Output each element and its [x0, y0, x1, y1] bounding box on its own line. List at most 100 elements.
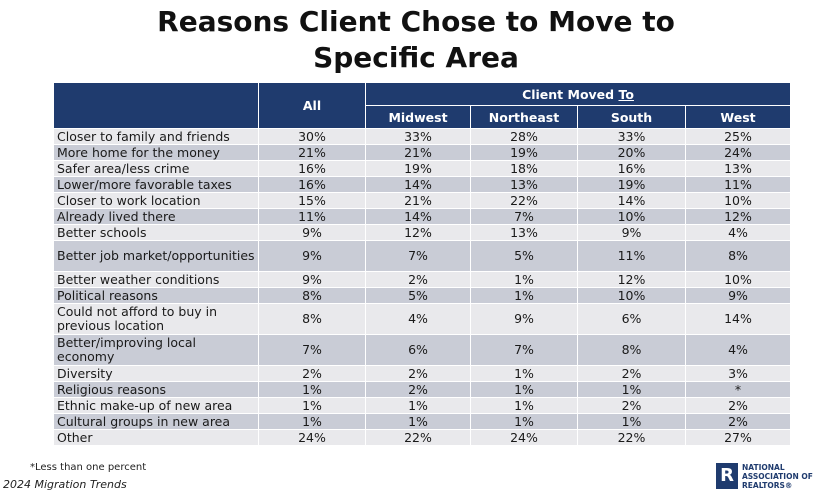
table-cell: 1%	[365, 413, 471, 430]
table-cell: 22%	[365, 429, 471, 446]
table-cell: 16%	[258, 176, 366, 193]
header-region-midwest: Midwest	[365, 105, 471, 129]
table-cell: 8%	[684, 240, 792, 272]
header-group: Client Moved To	[364, 82, 792, 106]
table-cell: 21%	[365, 144, 471, 161]
row-label: Political reasons	[53, 287, 259, 304]
table-cell: 14%	[577, 192, 686, 209]
table-cell: 21%	[258, 144, 366, 161]
header-all: All	[258, 82, 366, 129]
row-label: Better weather conditions	[53, 271, 259, 288]
table-cell: 2%	[684, 397, 792, 414]
table-cell: 14%	[365, 176, 471, 193]
table-cell: 12%	[684, 208, 792, 225]
table-cell: 1%	[258, 413, 366, 430]
table-cell: 2%	[365, 271, 471, 288]
table-cell: 16%	[258, 160, 366, 177]
table-cell: 6%	[365, 334, 471, 366]
table-row: Religious reasons 1% 2% 1% 1% *	[53, 381, 792, 398]
table-cell: 9%	[684, 287, 792, 304]
header-blank	[53, 82, 259, 129]
logo-line-2: ASSOCIATION OF	[742, 472, 813, 481]
row-label: Closer to work location	[53, 192, 259, 209]
table-cell: 7%	[470, 334, 578, 366]
table-cell: 4%	[684, 224, 792, 241]
table-row: Better schools 9% 12% 13% 9% 4%	[53, 224, 792, 241]
row-label: Ethnic make-up of new area	[53, 397, 259, 414]
table-cell: 14%	[684, 303, 792, 335]
table-cell: 10%	[684, 192, 792, 209]
table-cell: 6%	[577, 303, 686, 335]
table-row: Better/improving local economy 7% 6% 7% 8% 4%	[53, 334, 792, 366]
row-label: Diversity	[53, 365, 259, 382]
table-cell: 10%	[577, 287, 686, 304]
table-cell: 7%	[470, 208, 578, 225]
table-cell: 2%	[577, 365, 686, 382]
row-label: More home for the money	[53, 144, 259, 161]
table-cell: 11%	[258, 208, 366, 225]
table-cell: 24%	[470, 429, 578, 446]
table-cell: 19%	[365, 160, 471, 177]
row-label: Already lived there	[53, 208, 259, 225]
table-cell: 13%	[470, 176, 578, 193]
table-cell: 3%	[684, 365, 792, 382]
table-row: Safer area/less crime 16% 19% 18% 16% 13%	[53, 160, 792, 177]
table-cell: 7%	[258, 334, 366, 366]
table-cell: 10%	[684, 271, 792, 288]
table-row: Better job market/opportunities 9% 7% 5% 11%…	[53, 240, 792, 272]
table-cell: 9%	[258, 240, 366, 272]
table-cell: 15%	[258, 192, 366, 209]
table-cell: 4%	[684, 334, 792, 366]
table-row: Already lived there 11% 14% 7% 10% 12%	[53, 208, 792, 225]
table-cell: 2%	[365, 381, 471, 398]
header-region-west: West	[684, 105, 792, 129]
row-label: Religious reasons	[53, 381, 259, 398]
table-cell: *	[684, 381, 792, 398]
table-cell: 10%	[577, 208, 686, 225]
table-cell: 2%	[258, 365, 366, 382]
table-cell: 8%	[258, 303, 366, 335]
table-row: Cultural groups in new area 1% 1% 1% 1% 2%	[53, 413, 792, 430]
header-group-label: Client Moved	[522, 86, 615, 102]
table-cell: 5%	[365, 287, 471, 304]
row-label: Better job market/opportunities	[53, 240, 259, 272]
logo-text: NATIONAL ASSOCIATION OF REALTORS®	[742, 463, 813, 490]
table-cell: 9%	[258, 271, 366, 288]
logo-mark: R	[716, 463, 738, 489]
table-cell: 5%	[470, 240, 578, 272]
nar-logo: R NATIONAL ASSOCIATION OF REALTORS®	[716, 462, 828, 490]
table-cell: 13%	[684, 160, 792, 177]
table-cell: 1%	[470, 365, 578, 382]
row-label: Cultural groups in new area	[53, 413, 259, 430]
title-line-1: Reasons Client Chose to Move to	[157, 5, 675, 38]
page-title: Reasons Client Chose to Move to Specific…	[0, 4, 832, 76]
row-label: Lower/more favorable taxes	[53, 176, 259, 193]
table-row: Lower/more favorable taxes 16% 14% 13% 19% 11…	[53, 176, 792, 193]
title-line-2: Specific Area	[313, 41, 519, 74]
table-cell: 13%	[470, 224, 578, 241]
table-cell: 1%	[577, 381, 686, 398]
logo-line-1: NATIONAL	[742, 463, 785, 472]
table-cell: 1%	[470, 397, 578, 414]
table-cell: 12%	[577, 271, 686, 288]
table-cell: 22%	[470, 192, 578, 209]
table-row: Could not afford to buy in previous loca…	[53, 303, 792, 335]
row-label: Better schools	[53, 224, 259, 241]
row-label: Could not afford to buy in previous loca…	[53, 303, 259, 335]
table-cell: 14%	[365, 208, 471, 225]
table-row: Closer to work location 15% 21% 22% 14% 10%	[53, 192, 792, 209]
row-label: Closer to family and friends	[53, 128, 259, 145]
header-region-south: South	[577, 105, 686, 129]
table-row: Better weather conditions 9% 2% 1% 12% 10%	[53, 271, 792, 288]
table-cell: 4%	[365, 303, 471, 335]
table-cell: 33%	[577, 128, 686, 145]
table-cell: 16%	[577, 160, 686, 177]
table-cell: 1%	[470, 381, 578, 398]
table-cell: 9%	[470, 303, 578, 335]
table-cell: 1%	[258, 381, 366, 398]
source-label: 2024 Migration Trends	[3, 478, 127, 491]
table-body: Closer to family and friends 30% 33% 28% 33%…	[53, 128, 792, 446]
table-cell: 22%	[577, 429, 686, 446]
table-row: Closer to family and friends 30% 33% 28% 33%…	[53, 128, 792, 145]
table-cell: 8%	[258, 287, 366, 304]
